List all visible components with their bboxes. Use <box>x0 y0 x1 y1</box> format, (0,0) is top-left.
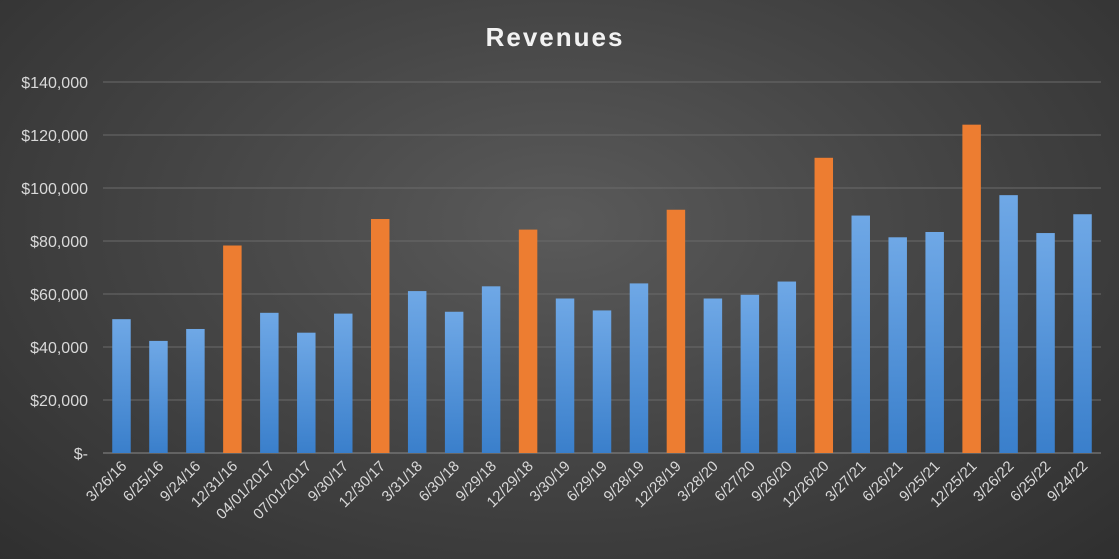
x-tick-label: 3/26/22 <box>970 458 1017 505</box>
x-tick-label: 3/26/16 <box>83 458 130 505</box>
chart-title: Revenues <box>486 22 625 52</box>
bar <box>334 313 353 453</box>
x-tick-label: 3/27/21 <box>822 458 869 505</box>
y-tick-label: $100,000 <box>21 181 88 198</box>
bar <box>777 281 797 453</box>
bar <box>481 286 501 453</box>
bar <box>444 311 464 453</box>
bar-highlighted <box>223 245 242 453</box>
bar-highlighted <box>814 157 834 454</box>
x-axis: 3/26/166/25/169/24/1612/31/1604/01/20170… <box>83 458 1091 523</box>
y-tick-label: $140,000 <box>21 75 88 92</box>
y-tick-label: $60,000 <box>30 287 88 304</box>
y-axis: $- $20,000 $40,000 $60,000 $80,000 $100,000 $1… <box>21 75 88 463</box>
bars <box>112 124 1092 454</box>
x-tick-label: 3/31/18 <box>379 458 426 505</box>
bar <box>112 319 131 453</box>
bar <box>149 340 168 453</box>
y-tick-label: $20,000 <box>30 393 88 410</box>
y-tick-label: $40,000 <box>30 340 88 357</box>
bar <box>1036 233 1055 453</box>
x-tick-label: 6/25/22 <box>1007 458 1054 505</box>
bar <box>740 294 760 453</box>
bar <box>1073 214 1092 453</box>
bar <box>592 310 612 453</box>
bar <box>888 237 907 453</box>
x-tick-label: 3/30/19 <box>526 458 573 505</box>
bar <box>999 195 1018 453</box>
bar <box>555 298 575 453</box>
bar-highlighted <box>666 209 686 453</box>
bar <box>260 312 279 453</box>
bar <box>851 215 870 453</box>
x-tick-label: 6/26/21 <box>859 458 906 505</box>
bar <box>925 231 944 453</box>
x-tick-label: 6/27/20 <box>711 458 758 505</box>
bar <box>297 332 316 453</box>
y-tick-label: $80,000 <box>30 234 88 251</box>
y-tick-label: $- <box>74 446 88 463</box>
bar <box>186 328 205 453</box>
x-tick-label: 6/30/18 <box>416 458 463 505</box>
bar-highlighted <box>518 229 538 453</box>
bar <box>407 291 427 453</box>
bar-highlighted <box>962 124 981 453</box>
bar <box>629 283 649 453</box>
x-tick-label: 9/24/22 <box>1044 458 1091 505</box>
bar-highlighted <box>370 219 390 453</box>
x-tick-label: 6/29/19 <box>563 458 610 505</box>
bar <box>703 298 723 453</box>
y-tick-label: $120,000 <box>21 128 88 145</box>
x-tick-label: 6/25/16 <box>120 458 167 505</box>
x-tick-label: 3/28/20 <box>674 458 721 505</box>
